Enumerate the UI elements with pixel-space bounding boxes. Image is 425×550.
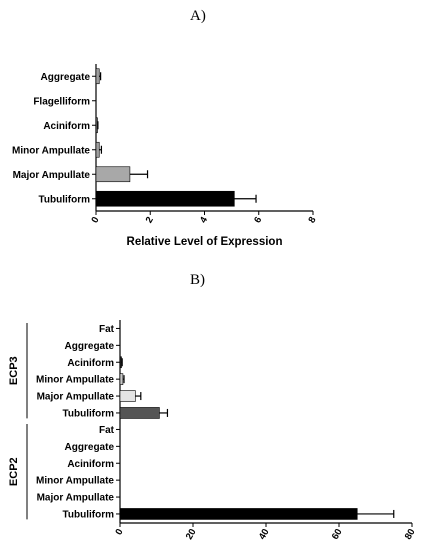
a-category-label: Tubuliform xyxy=(39,194,91,205)
b-group-label-ecp3: ECP3 xyxy=(8,356,20,385)
b-ecp2-category-label: Aggregate xyxy=(65,442,115,453)
b-xtick-label: 60 xyxy=(330,527,345,542)
a-xtick-label: 0 xyxy=(89,215,101,225)
b-ecp2-category-label: Minor Ampullate xyxy=(36,476,114,487)
a-category-label: Major Ampullate xyxy=(13,170,91,181)
a-xtick-label: 4 xyxy=(198,214,211,225)
b-ecp3-bar-tubuliform xyxy=(119,407,160,419)
b-ecp3-category-label: Minor Ampullate xyxy=(36,375,114,386)
b-xtick-label: 20 xyxy=(184,527,199,542)
a-category-label: Flagelliform xyxy=(33,96,90,107)
b-ecp3-bar-aciniform xyxy=(119,356,122,369)
panel-a-label: A) xyxy=(190,8,206,24)
a-xtick-label: 8 xyxy=(306,215,318,225)
b-xtick-label: 40 xyxy=(257,527,272,542)
a-xtick-label: 2 xyxy=(144,215,156,225)
b-ecp3-bar-minor-ampullate xyxy=(119,373,124,385)
b-ecp3-category-label: Aggregate xyxy=(65,341,115,352)
a-category-label: Aggregate xyxy=(41,72,91,83)
b-ecp2-category-label: Tubuliform xyxy=(63,509,115,520)
b-xtick-label: 0 xyxy=(113,527,125,537)
b-ecp3-category-label: Major Ampullate xyxy=(37,392,115,403)
a-xtick-label: 6 xyxy=(252,215,264,225)
a-category-label: Minor Ampullate xyxy=(12,145,90,156)
b-ecp2-category-label: Major Ampullate xyxy=(37,493,115,504)
b-ecp2-bar-tubuliform xyxy=(119,508,358,520)
b-ecp3-bar-major-ampullate xyxy=(119,390,136,402)
b-group-label-ecp2: ECP2 xyxy=(8,457,20,486)
b-xtick-label: 80 xyxy=(403,527,418,542)
b-ecp3-category-label: Fat xyxy=(99,324,115,335)
b-ecp3-category-label: Tubuliform xyxy=(63,408,115,419)
b-ecp2-category-label: Fat xyxy=(99,425,115,436)
a-category-label: Aciniform xyxy=(43,121,90,132)
b-ecp3-category-label: Aciniform xyxy=(67,358,114,369)
panel-b-label: B) xyxy=(190,272,205,288)
b-ecp2-category-label: Aciniform xyxy=(67,459,114,470)
a-x-axis-title: Relative Level of Expression xyxy=(127,236,283,248)
